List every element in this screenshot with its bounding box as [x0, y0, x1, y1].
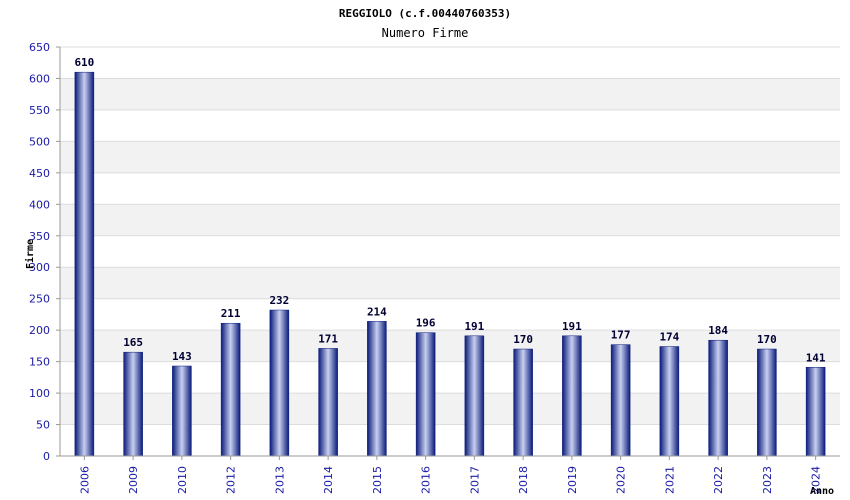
bar — [367, 321, 387, 457]
data-label: 177 — [611, 329, 631, 342]
x-tick-label: 2019 — [566, 466, 579, 494]
data-label: 191 — [464, 320, 484, 333]
x-axis-label: Anno — [810, 486, 834, 497]
x-tick-label: 2020 — [615, 466, 628, 494]
x-tick-label: 2023 — [761, 466, 774, 494]
bar — [464, 335, 485, 457]
grid-bands — [60, 78, 840, 425]
y-tick-label: 0 — [43, 450, 50, 463]
data-label: 211 — [221, 307, 241, 320]
y-tick-label: 400 — [29, 198, 50, 211]
x-tick-label: 2013 — [273, 466, 286, 494]
grid-band — [60, 204, 840, 236]
data-label: 196 — [416, 317, 436, 330]
bar — [610, 344, 631, 457]
bar — [123, 351, 143, 457]
x-tick-label: 2016 — [420, 466, 433, 494]
data-label: 170 — [513, 333, 533, 346]
y-tick-label: 500 — [29, 135, 50, 148]
data-label: 171 — [318, 332, 338, 345]
bar-series — [74, 71, 826, 457]
y-tick-label: 50 — [36, 419, 50, 432]
bar — [415, 332, 436, 457]
y-tick-label: 300 — [29, 261, 50, 274]
bar — [318, 348, 338, 457]
bar — [513, 348, 533, 457]
y-axis-label: Firme — [24, 239, 36, 269]
bar — [757, 348, 777, 457]
x-tick-label: 2021 — [663, 466, 676, 494]
y-tick-label: 600 — [29, 72, 50, 85]
x-tick-label: 2014 — [322, 466, 335, 494]
bar — [220, 322, 241, 457]
bar — [74, 71, 95, 457]
x-tick-label: 2009 — [127, 466, 140, 494]
bar — [708, 339, 728, 457]
y-tick-label: 250 — [29, 293, 50, 306]
x-tick-label: 2018 — [517, 466, 530, 494]
chart-title: REGGIOLO (c.f.00440760353) — [339, 7, 511, 20]
x-tick-label: 2006 — [78, 466, 91, 494]
grid-band — [60, 78, 840, 110]
bar — [562, 335, 582, 457]
data-label: 141 — [806, 351, 826, 364]
y-tick-label: 650 — [29, 41, 50, 54]
data-label: 165 — [123, 336, 143, 349]
bar — [269, 309, 290, 457]
x-tick-label: 2010 — [176, 466, 189, 494]
data-label: 610 — [74, 56, 94, 69]
x-tick-label: 2024 — [810, 466, 823, 494]
x-tick-label: 2022 — [712, 466, 725, 494]
data-label: 174 — [659, 331, 679, 344]
data-label: 232 — [269, 294, 289, 307]
y-tick-label: 350 — [29, 230, 50, 243]
y-tick-label: 100 — [29, 387, 50, 400]
grid-band — [60, 267, 840, 299]
data-labels: 610 165 143 211 232 171 214 196 191 170 191 177 174 1… — [74, 56, 825, 364]
bar — [172, 365, 192, 457]
y-axis-ticks: 0 50 100 150 200 250 300 350 400 450 500 550 600 650 — [29, 41, 60, 463]
data-label: 184 — [708, 324, 728, 337]
bar — [659, 346, 680, 457]
data-label: 170 — [757, 333, 777, 346]
x-axis-ticks: 2006 2009 2010 2012 2013 2014 2015 2016 2017 2018… — [78, 456, 823, 494]
x-tick-label: 2017 — [468, 466, 481, 494]
data-label: 214 — [367, 305, 387, 318]
x-tick-label: 2015 — [371, 466, 384, 494]
data-label: 143 — [172, 350, 192, 363]
data-label: 191 — [562, 320, 582, 333]
y-tick-label: 450 — [29, 167, 50, 180]
grid-band — [60, 141, 840, 173]
chart-subtitle: Numero Firme — [382, 26, 469, 40]
bar — [805, 367, 826, 457]
y-tick-label: 200 — [29, 324, 50, 337]
y-tick-label: 150 — [29, 356, 50, 369]
y-tick-label: 550 — [29, 104, 50, 117]
x-tick-label: 2012 — [225, 466, 238, 494]
